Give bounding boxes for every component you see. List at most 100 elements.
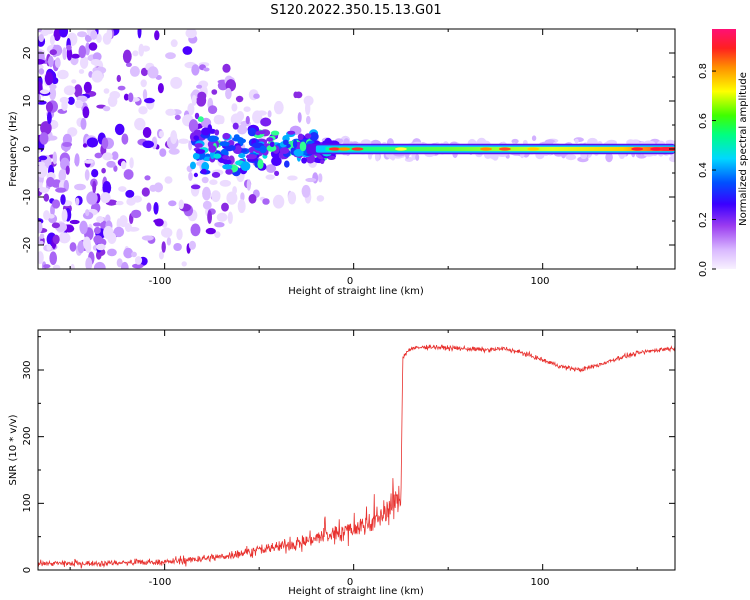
heatmap-cell (227, 140, 235, 147)
heatmap-cell (301, 184, 311, 198)
heatmap-cell (85, 209, 90, 217)
heatmap-cell (287, 191, 297, 205)
heatmap-cell (232, 122, 239, 130)
heatmap-cell (93, 226, 101, 235)
heatmap-cell (134, 117, 146, 131)
heatmap-cell (130, 209, 142, 219)
heatmap-cell (178, 199, 184, 210)
snr-frame (37, 329, 676, 571)
heatmap-cell (170, 39, 178, 48)
heatmap-cell (181, 261, 187, 267)
heatmap-cell (173, 243, 182, 251)
ridge-peak (498, 147, 511, 151)
spectrogram-ytick-label: 0 (22, 146, 33, 152)
colorbar: 0.0 0.2 0.4 0.6 0.8 Normalized spectral … (698, 29, 749, 277)
heatmap-cell (38, 68, 45, 75)
heatmap-cell (191, 95, 197, 106)
heatmap-cell (116, 258, 123, 268)
ridge-peak (328, 147, 341, 151)
heatmap-cell (222, 63, 231, 73)
spectrogram-xtick-label: 100 (530, 276, 549, 287)
heatmap-cell (265, 174, 275, 180)
heatmap-cell (158, 251, 164, 260)
heatmap-cell (83, 236, 91, 250)
spectrogram-ytick-label: -10 (22, 189, 33, 205)
heatmap-cell (67, 96, 75, 105)
heatmap-cell (200, 168, 207, 174)
ridge-peak (631, 147, 644, 151)
heatmap-cell (84, 169, 90, 181)
snr-ytick-label: 200 (22, 426, 33, 445)
heatmap-cell (201, 127, 211, 136)
heatmap-cell (137, 29, 142, 39)
snr-line (38, 344, 675, 569)
heatmap-cell (292, 139, 298, 149)
colorbar-tick-label: 0.8 (698, 63, 709, 79)
heatmap-cell (214, 231, 221, 239)
spectrogram-heatmap (38, 29, 675, 269)
heatmap-cell (188, 172, 193, 181)
heatmap-cell (203, 67, 210, 72)
ridge-peak (338, 147, 351, 151)
heatmap-cell (213, 114, 224, 125)
heatmap-cell (170, 76, 183, 89)
heatmap-cell (85, 257, 93, 269)
heatmap-cell (132, 50, 139, 57)
heatmap-cell (216, 212, 228, 222)
heatmap-cell (272, 194, 285, 209)
heatmap-cell (270, 130, 280, 136)
heatmap-cell (66, 44, 72, 51)
heatmap-cell (58, 232, 71, 244)
heatmap-cell (62, 47, 67, 60)
heatmap-cell (125, 62, 132, 67)
heatmap-cell (119, 215, 128, 228)
heatmap-cell (46, 243, 52, 251)
heatmap-cell (38, 251, 44, 265)
snr-panel: -100 0 100 0 100 200 300 Height of strai… (8, 329, 676, 597)
heatmap-cell (39, 187, 50, 193)
heatmap-cell (279, 147, 290, 155)
heatmap-cell (51, 222, 61, 229)
heatmap-cell (120, 160, 127, 170)
heatmap-cell (187, 103, 195, 116)
heatmap-cell (274, 170, 280, 176)
heatmap-cell (102, 181, 112, 195)
heatmap-cell (619, 153, 625, 159)
heatmap-cell (531, 135, 537, 141)
heatmap-cell (284, 160, 290, 168)
heatmap-cell (306, 115, 311, 125)
heatmap-cell (201, 176, 209, 184)
heatmap-cell (70, 263, 75, 269)
heatmap-cell (106, 160, 116, 168)
heatmap-cell (38, 220, 43, 234)
heatmap-cell (190, 184, 201, 190)
ridge-peak (650, 147, 663, 151)
colorbar-gradient (712, 29, 736, 269)
heatmap-cell (86, 137, 99, 148)
heatmap-cell (129, 157, 134, 169)
snr-xtick-label: -100 (149, 577, 172, 588)
colorbar-tick-label: 0.6 (698, 113, 709, 129)
heatmap-cell (303, 95, 314, 106)
ridge-peak (527, 147, 540, 151)
heatmap-cell (69, 242, 77, 252)
heatmap-cell (114, 123, 125, 136)
heatmap-cell (90, 59, 101, 66)
heatmap-cell (158, 130, 164, 138)
heatmap-cell (209, 179, 218, 185)
heatmap-cell (144, 175, 151, 181)
heatmap-cell (46, 176, 55, 188)
heatmap-cell (225, 168, 233, 175)
heatmap-cell (668, 155, 675, 163)
chart-title: S120.2022.350.15.13.G01 (270, 3, 441, 18)
heatmap-cell (78, 69, 85, 74)
heatmap-cell (190, 223, 201, 237)
heatmap-cell (245, 115, 250, 125)
heatmap-cell (111, 151, 119, 161)
heatmap-cell (113, 165, 118, 172)
heatmap-cell (205, 227, 216, 235)
heatmap-cell (194, 143, 203, 148)
heatmap-cell (232, 186, 238, 195)
heatmap-cell (202, 186, 211, 201)
heatmap-cell (196, 161, 203, 166)
